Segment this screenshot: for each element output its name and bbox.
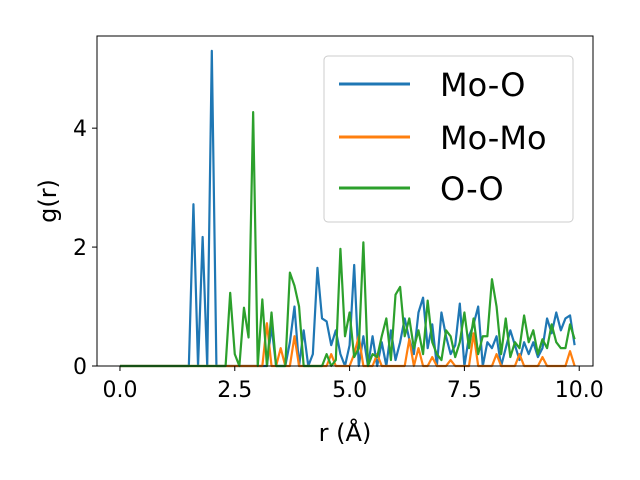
legend-frame — [323, 55, 574, 223]
x-tick-label: 0.0 — [102, 378, 137, 403]
y-tick-label: 0 — [73, 355, 87, 380]
series-line-mo-o — [119, 49, 576, 368]
y-tick-label: 2 — [73, 236, 87, 261]
plot-frame — [96, 35, 594, 367]
legend-label-mo-o: Mo-O — [440, 66, 525, 104]
x-tick-label: 7.5 — [447, 378, 482, 403]
x-tick-label: 2.5 — [217, 378, 252, 403]
y-tick-label: 4 — [73, 117, 87, 142]
legend-label-o-o: O-O — [440, 170, 504, 208]
y-axis-label: g(r) — [34, 179, 62, 223]
x-tick-label: 10.0 — [555, 378, 604, 403]
legend-label-mo-mo: Mo-Mo — [440, 119, 547, 157]
legend: Mo-O Mo-Mo O-O — [323, 55, 574, 223]
y-axis-ticks: 0 2 4 — [73, 117, 97, 380]
x-axis-label: r (Å) — [319, 418, 372, 447]
x-tick-label: 5.0 — [332, 378, 367, 403]
x-axis-ticks: 0.0 2.5 5.0 7.5 10.0 — [102, 366, 604, 403]
